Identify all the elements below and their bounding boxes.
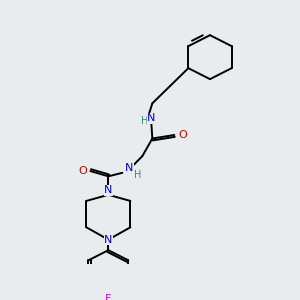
Text: F: F	[105, 294, 112, 300]
Text: H: H	[134, 169, 141, 180]
Text: H: H	[141, 116, 148, 126]
Text: O: O	[178, 130, 187, 140]
Text: O: O	[78, 166, 87, 176]
Text: N: N	[125, 164, 134, 173]
Text: N: N	[147, 113, 155, 123]
Text: N: N	[104, 235, 112, 244]
Text: N: N	[104, 185, 112, 195]
